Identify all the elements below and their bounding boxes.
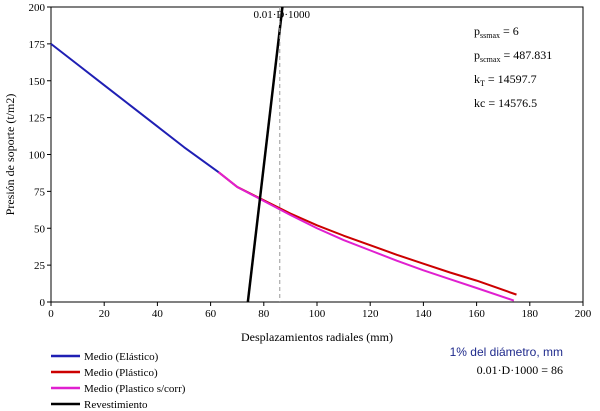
series-line-2	[217, 171, 515, 302]
parameter-value: = 14576.5	[488, 96, 537, 110]
parameter-subscript: T	[480, 79, 485, 88]
parameter-symbol: kc	[474, 96, 485, 110]
series-line-3	[246, 6, 284, 303]
y-tick-label: 125	[29, 113, 46, 125]
parameter-symbol: k	[474, 72, 480, 86]
x-tick-label: 0	[48, 308, 54, 320]
parameter-0: pssmax = 6	[474, 24, 519, 40]
parameter-value: = 487.831	[503, 48, 552, 62]
parameter-value: = 14597.7	[488, 72, 537, 86]
legend-label-1: Medio (Plástico)	[84, 367, 158, 379]
legend-label-2: Medio (Plastico s/corr)	[84, 383, 186, 395]
reference-line-label: 0.01·D·1000	[253, 9, 310, 21]
x-axis-ticks: 0 20 40 60 80 100 120 140 160 180 200	[48, 302, 592, 320]
y-axis-label: Presión de soporte (t/m2)	[3, 94, 17, 216]
x-tick-label: 80	[258, 308, 270, 320]
parameter-subscript: ssmax	[480, 31, 500, 40]
parameter-1: pscmax = 487.831	[474, 48, 552, 64]
x-tick-label: 140	[415, 308, 432, 320]
x-tick-label: 100	[309, 308, 326, 320]
series-lines	[50, 6, 517, 303]
note-heading: 1% del diámetro, mm	[450, 345, 563, 359]
y-tick-label: 175	[29, 39, 46, 51]
reference-line-group: 0.01·D·1000	[253, 7, 311, 302]
legend: Medio (Elástico) Medio (Plástico) Medio (P…	[51, 351, 186, 411]
y-tick-label: 200	[29, 2, 46, 14]
legend-label-3: Revestimiento	[84, 399, 148, 411]
x-tick-label: 200	[575, 308, 592, 320]
series-line-0	[50, 43, 220, 174]
x-tick-label: 160	[468, 308, 485, 320]
y-tick-label: 0	[40, 297, 46, 309]
y-tick-label: 50	[34, 223, 46, 235]
parameter-subscript: scmax	[480, 55, 500, 64]
x-axis-label: Desplazamientos radiales (mm)	[241, 330, 393, 344]
note-text: 0.01·D·1000 = 86	[477, 363, 563, 377]
series-line-1	[217, 171, 517, 296]
parameter-3: kc = 14576.5	[474, 96, 537, 110]
legend-label-0: Medio (Elástico)	[84, 351, 159, 363]
y-tick-label: 25	[34, 260, 46, 272]
y-tick-label: 150	[29, 76, 46, 88]
parameter-2: kT = 14597.7	[474, 72, 537, 88]
y-axis-ticks: 0 25 50 75 100 125 150 175 200	[29, 2, 51, 309]
x-tick-label: 20	[99, 308, 111, 320]
x-tick-label: 180	[522, 308, 539, 320]
parameter-value: = 6	[503, 24, 519, 38]
x-tick-label: 60	[205, 308, 217, 320]
parameter-symbol: p	[474, 48, 480, 62]
parameter-symbol: p	[474, 24, 480, 38]
y-tick-label: 75	[34, 186, 46, 198]
y-tick-label: 100	[29, 150, 46, 162]
x-tick-label: 120	[362, 308, 379, 320]
x-tick-label: 40	[152, 308, 164, 320]
